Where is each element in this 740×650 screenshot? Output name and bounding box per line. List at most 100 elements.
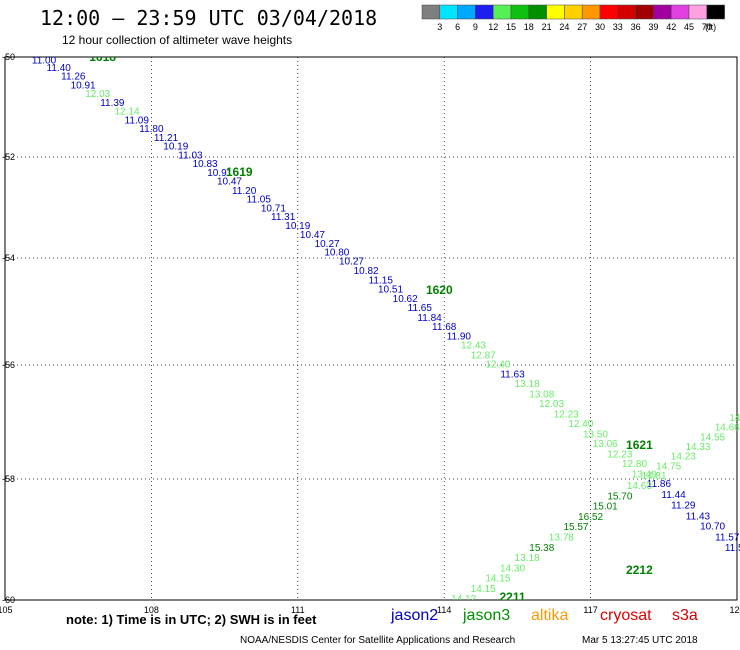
swh-label: 11.00 [32,56,57,67]
lon-tick-label: 117 [583,605,597,615]
swh-label: 10.71 [261,204,286,215]
footer-org: NOAA/NESDIS Center for Satellite Applica… [240,635,516,646]
swh-label: 14.12 [451,594,476,605]
swh-label: 11.55 [725,543,740,554]
legend-label-1: 6 [455,22,460,32]
swh-label: 12.87 [471,350,496,361]
swh-label: 12.14 [114,107,139,118]
lat-tick-label: -58 [2,474,15,484]
swh-label: 10.91 [71,81,96,92]
legend-label-11: 36 [631,22,641,32]
legend-label-9: 30 [595,22,605,32]
swh-label: 14.81 [642,471,667,482]
sat-jason2-label: jason2 [391,607,439,624]
swh-label: 13.18 [515,553,540,564]
swh-label: 11.09 [125,116,150,127]
swh-label: 11.90 [447,332,472,343]
swh-label: 13.78 [549,532,574,543]
swh-label: 13.18 [515,379,540,390]
swh-label: 12.40 [485,359,510,370]
lat-tick-label: -54 [2,253,15,263]
swh-label: 11.86 [647,479,672,490]
swh-label: 11.68 [432,322,457,333]
swh-label: 12.80 [622,459,647,470]
sat-s3a-label: s3a [672,607,698,624]
lon-tick-label: 120 [729,605,740,615]
legend-label-14: 45 [684,22,694,32]
legend-label-6: 21 [542,22,552,32]
swh-label: 12.03 [85,89,110,100]
lat-tick-label: -50 [2,52,15,62]
legend-label-10: 33 [613,22,623,32]
swh-label: 11.03 [178,151,203,162]
pass-time-label: 2212 [626,563,653,577]
map-frame [4,56,738,601]
swh-label: 14.15 [485,574,510,585]
swh-label: 13.06 [593,439,618,450]
legend-label-3: 12 [488,22,498,32]
legend-label-0: 3 [437,22,442,32]
lon-tick-label: 105 [0,605,13,615]
footer-timestamp: Mar 5 13:27:45 UTC 2018 [582,635,698,646]
pass-time-label: 1621 [626,438,653,452]
color-legend: 3 6 9 12 15 18 21 24 27 30 33 36 39 42 45 70(ft) [421,4,725,32]
swh-label: 10.27 [339,257,364,268]
swh-label: 14.33 [685,442,710,453]
pass-time-label: 1620 [426,283,453,297]
legend-label-15: 70 [702,22,712,32]
swh-label: 15.01 [593,502,618,513]
swh-label: 14.63 [627,481,652,492]
swh-label: 10.70 [700,522,725,533]
swh-label: 11.44 [661,490,686,501]
swh-label: 11.20 [232,186,257,197]
pass-time-label: 1618 [89,50,116,64]
swh-label: 10.62 [393,294,418,305]
legend-label-8: 27 [577,22,587,32]
legend-label-7: 24 [559,22,569,32]
swh-label: 10.83 [193,159,218,170]
legend-label-2: 9 [473,22,478,32]
swh-label: 11.65 [408,303,433,314]
swh-label: 13.08 [529,390,554,401]
lon-tick-label: 108 [144,605,159,615]
legend-swatch-16 [706,4,725,20]
swh-label: 14.15 [471,584,496,595]
note-text: note: 1) Time is in UTC; 2) SWH is in fe… [66,612,317,627]
swh-label: 14.55 [700,432,725,443]
legend-unit-label: (ft) [705,22,716,32]
swh-label: 14.66 [715,423,740,434]
swh-label: 13.49 [632,469,657,480]
swh-label: 13.50 [583,429,608,440]
swh-label: 11.39 [100,98,125,109]
legend-label-13: 42 [666,22,676,32]
swh-label: 11.21 [154,133,179,144]
swh-label: 16.52 [578,512,603,523]
sat-cryosat-label: cryosat [600,607,652,624]
swh-label: 11.31 [271,212,296,223]
swh-label: 10.51 [378,284,403,295]
lon-tick-label: 111 [291,605,305,615]
sat-altika-label: altika [531,607,569,624]
swh-label: 10.47 [300,230,325,241]
pass-time-label: 1619 [226,165,253,179]
swh-label: 14.30 [500,563,525,574]
lat-tick-label: -52 [2,152,15,162]
lon-tick-label: 114 [437,605,451,615]
swh-label: 14.83 [729,413,740,424]
swh-label: 11.05 [247,194,272,205]
swh-label: 10.19 [163,142,188,153]
track-labels: 11.0011.4011.2610.9112.0311.3912.1411.09… [32,50,740,605]
swh-label: 10.91 [207,168,232,179]
swh-label: 11.15 [369,275,394,286]
swh-label: 11.43 [686,511,711,522]
swh-label: 14.23 [671,452,696,463]
swh-label: 12.23 [554,409,579,420]
swh-label: 10.82 [354,266,379,277]
swh-label: 15.57 [563,522,588,533]
swh-label: 12.40 [568,419,593,430]
swh-label: 15.70 [607,491,632,502]
swh-label: 10.27 [315,239,340,250]
swh-label: 12.43 [461,341,486,352]
swh-label: 12.23 [607,449,632,460]
